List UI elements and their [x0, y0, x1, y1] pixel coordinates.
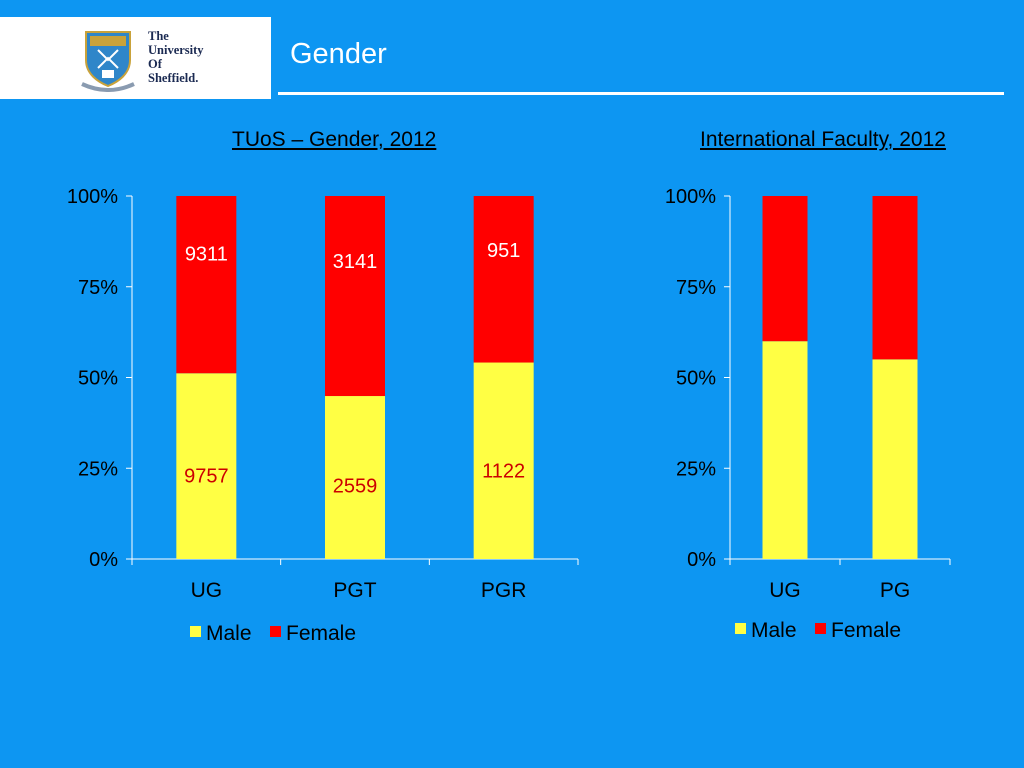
legend-swatch-male — [190, 626, 201, 637]
y-tick-label: 25% — [676, 458, 716, 480]
university-crest-icon — [81, 31, 135, 92]
bar-female-ug — [176, 196, 237, 374]
data-label-female-ug: 9311 — [185, 244, 228, 266]
university-logo: The University Of Sheffield. — [0, 17, 271, 99]
legend-swatch-female — [815, 623, 826, 634]
chart-1: 0% 25% 50% 75% 100% UG PG Male Female — [665, 186, 951, 642]
y-tick-label: 0% — [687, 549, 716, 571]
bar-female-ug — [762, 196, 808, 342]
university-logo-text: The University Of Sheffield. — [148, 29, 204, 85]
y-tick-label: 100% — [665, 186, 716, 208]
x-category-label: UG — [769, 579, 801, 602]
bar-female-pgr — [473, 196, 534, 363]
bar-male-pgt — [325, 396, 385, 559]
legend-label-male: Male — [206, 622, 252, 645]
chart-title-international-faculty: International Faculty, 2012 — [700, 128, 946, 151]
bar-male-ug — [762, 341, 808, 559]
legend-label-female: Female — [286, 622, 356, 645]
y-tick-label: 75% — [676, 277, 716, 299]
y-tick-label: 0% — [89, 549, 118, 571]
y-tick-label: 50% — [78, 368, 118, 390]
data-label-male-pgt: 2559 — [333, 476, 378, 498]
title-divider — [278, 92, 1004, 95]
legend-label-male: Male — [751, 619, 797, 642]
legend-swatch-male — [735, 623, 746, 634]
data-label-female-pgt: 3141 — [333, 251, 378, 273]
data-label-female-pgr: 951 — [487, 240, 520, 262]
bar-female-pgt — [325, 196, 385, 397]
y-tick-label: 75% — [78, 277, 118, 299]
x-category-label: PGT — [333, 579, 376, 602]
slide-title: Gender — [290, 38, 387, 70]
x-category-label: PG — [880, 579, 910, 602]
chart-title-tuos-gender: TUoS – Gender, 2012 — [232, 128, 437, 151]
y-tick-label: 100% — [67, 186, 118, 208]
y-tick-label: 25% — [78, 458, 118, 480]
x-category-label: UG — [191, 579, 223, 602]
data-label-male-pgr: 1122 — [482, 461, 525, 483]
chart-0: 0% 25% 50% 75% 100% 9757 9311 UG 2559 3141 PGT 1122… — [67, 186, 579, 645]
legend-swatch-female — [270, 626, 281, 637]
x-category-label: PGR — [481, 579, 527, 602]
data-label-male-ug: 9757 — [184, 465, 229, 487]
legend-label-female: Female — [831, 619, 901, 642]
bar-male-pgr — [473, 362, 534, 559]
y-tick-label: 50% — [676, 368, 716, 390]
bar-female-pg — [872, 196, 918, 360]
bar-male-pg — [872, 359, 918, 559]
bar-male-ug — [176, 373, 237, 559]
